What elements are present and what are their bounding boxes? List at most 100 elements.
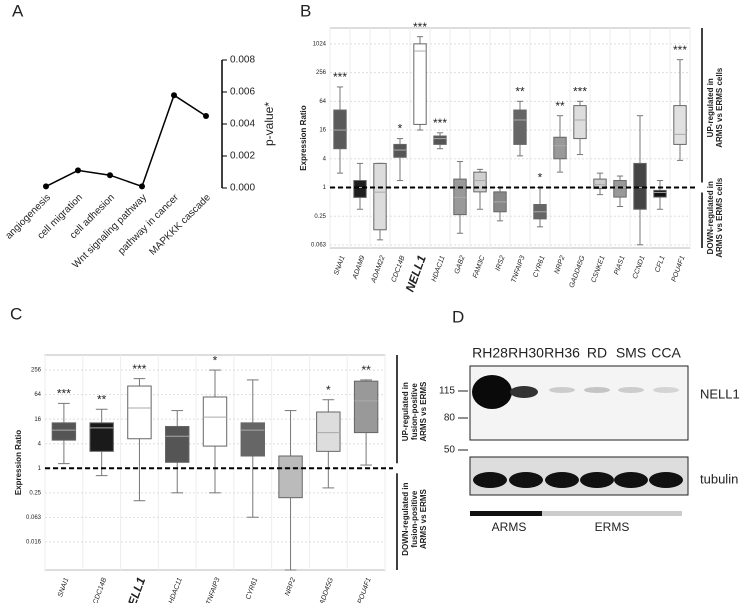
y-tick-label: 0.25 — [29, 490, 41, 496]
point — [43, 183, 49, 190]
box — [653, 189, 667, 198]
x-tick-label: CDC14B — [92, 577, 108, 603]
x-tick-label: CDC14B — [391, 255, 407, 284]
x-tick-label: MAPKKK cascade — [147, 192, 213, 258]
significance: ** — [555, 99, 565, 113]
box — [240, 422, 265, 457]
x-tick-label: POU4F1 — [671, 255, 687, 283]
box — [413, 43, 427, 125]
marker-label: 80 — [444, 413, 456, 424]
group-label: ARMS — [492, 520, 527, 534]
y-axis-label: p-value* — [262, 102, 276, 146]
band — [649, 472, 683, 488]
box — [573, 105, 587, 140]
y-tick-label: 0.063 — [26, 515, 42, 521]
y-tick-label: 1 — [323, 185, 327, 191]
x-tick-label: CFL1 — [654, 255, 666, 274]
significance: ** — [361, 363, 371, 377]
y-tick-label: 0.016 — [26, 539, 42, 545]
lane-label: CCA — [651, 345, 681, 361]
panel-label: A — [12, 1, 24, 20]
box — [513, 109, 527, 145]
y-axis-label: Expression Ratio — [299, 105, 308, 170]
x-tick-label: NRP2 — [554, 255, 567, 275]
significance: *** — [57, 387, 71, 401]
x-tick-label: SNAI1 — [57, 577, 71, 599]
x-tick-label: GADD45G — [569, 254, 587, 288]
significance: *** — [333, 70, 347, 84]
box — [316, 411, 341, 452]
line — [45, 94, 207, 188]
y-tick-label: 0.008 — [230, 55, 255, 66]
significance: * — [538, 171, 543, 185]
band — [549, 387, 575, 393]
y-tick-label: 256 — [31, 368, 42, 374]
box — [89, 422, 114, 452]
significance: * — [326, 383, 331, 397]
side-label: ARMS vs ERMS cells — [715, 67, 724, 148]
band — [473, 472, 507, 488]
box — [333, 109, 347, 150]
lane-label: RH30 — [508, 345, 544, 361]
x-tick-label: ADAM22 — [370, 255, 387, 285]
side-label: DOWN-regulated in — [401, 482, 410, 555]
y-tick-label: 1 — [38, 466, 42, 472]
band — [618, 387, 644, 393]
x-tick-label: FAM3C — [472, 254, 487, 279]
x-tick-label: CYR61 — [245, 577, 259, 601]
point — [171, 92, 177, 99]
point — [203, 113, 209, 119]
protein-label: NELL1 — [700, 386, 740, 401]
box — [433, 135, 447, 145]
y-tick-label: 64 — [319, 99, 326, 105]
y-tick-label: 1024 — [313, 41, 327, 47]
significance: ** — [97, 392, 107, 406]
y-tick-label: 4 — [323, 156, 327, 162]
x-tick-label: HDAC11 — [431, 255, 447, 283]
point — [139, 183, 145, 190]
side-label: ARMS vs ERMS — [419, 488, 428, 549]
side-label: DOWN-regulated in — [706, 181, 715, 254]
band — [472, 375, 512, 409]
x-tick-label: PIAS1 — [613, 255, 626, 276]
box — [165, 425, 190, 463]
marker-label: 50 — [444, 445, 456, 456]
significance: *** — [433, 116, 447, 130]
box — [278, 455, 303, 499]
protein-label: tubulin — [700, 471, 738, 486]
box — [553, 136, 567, 160]
lane-label: SMS — [616, 345, 646, 361]
box — [593, 178, 607, 190]
marker-label: 115 — [439, 386, 455, 397]
group-bar — [470, 511, 548, 516]
significance: * — [398, 122, 403, 136]
band — [580, 472, 614, 488]
y-tick-label: 0.002 — [230, 151, 255, 162]
x-tick-label: CYR61 — [532, 255, 546, 279]
x-tick-label: NELL1 — [403, 253, 429, 294]
significance: *** — [132, 362, 146, 376]
lane-label: RH28 — [472, 345, 508, 361]
group-bar — [542, 511, 682, 516]
y-tick-label: 0.004 — [230, 119, 255, 130]
y-tick-label: 0.25 — [314, 214, 326, 220]
box — [202, 396, 228, 447]
x-tick-label: SNAI1 — [333, 255, 347, 277]
significance: ** — [515, 84, 525, 98]
panel-d: D RH28 RH30 RH36 RD SMS CCA 115 80 NELL1… — [439, 307, 740, 534]
x-tick-label: NRP2 — [284, 577, 297, 597]
band — [509, 472, 543, 488]
y-tick-label: 0.000 — [230, 183, 255, 194]
y-tick-label: 0.006 — [230, 87, 255, 98]
box — [673, 105, 687, 145]
box — [633, 162, 647, 210]
x-tick-label: IRS2 — [495, 255, 507, 272]
x-tick-label: GADD45G — [317, 576, 335, 603]
box — [51, 422, 77, 441]
x-tick-label: HDAC11 — [168, 577, 184, 603]
box — [353, 180, 367, 198]
point — [107, 172, 113, 179]
band — [653, 387, 679, 393]
significance: *** — [413, 20, 427, 34]
